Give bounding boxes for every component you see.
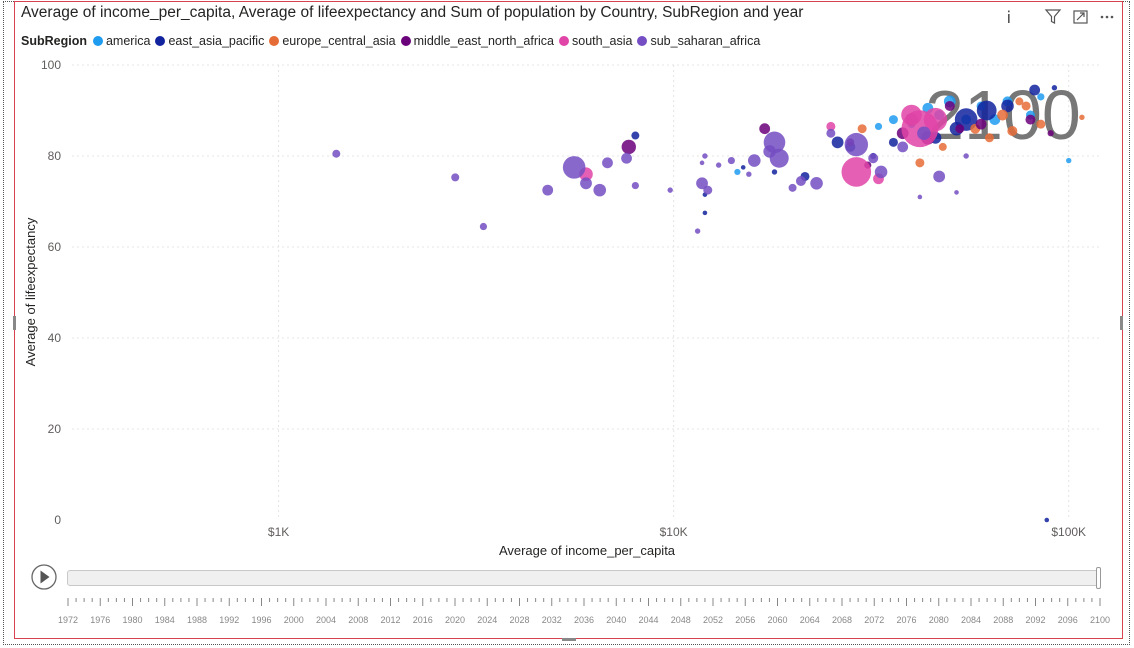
play-axis-year-label: 2080: [929, 615, 949, 625]
play-axis-year-label: 2096: [1058, 615, 1078, 625]
legend-item-america[interactable]: america: [92, 34, 151, 48]
play-axis-year-label: 2016: [413, 615, 433, 625]
play-axis-year-label: 1972: [58, 615, 78, 625]
play-axis-year-label: 2052: [703, 615, 723, 625]
play-axis-year-label: 2088: [993, 615, 1013, 625]
play-axis-year-label: 2056: [735, 615, 755, 625]
legend-label: sub_saharan_africa: [650, 34, 761, 48]
play-axis-track[interactable]: [67, 570, 1100, 586]
play-axis-year-label: 2048: [671, 615, 691, 625]
filter-icon[interactable]: [1044, 9, 1062, 24]
play-axis-year-label: 2084: [961, 615, 981, 625]
legend-title: SubRegion: [21, 34, 87, 48]
legend-label: east_asia_pacific: [168, 34, 265, 48]
play-axis-scale: 1972 1976 1980 1984 1988 1992 1996 2000 2004 2008…: [58, 598, 1110, 625]
legend-dot-icon: [155, 36, 166, 46]
play-button[interactable]: [30, 563, 58, 591]
legend-dot-icon: [559, 36, 569, 46]
legend-label: america: [105, 34, 151, 48]
play-axis-year-label: 2004: [316, 615, 336, 625]
resize-handle-bottom[interactable]: [562, 638, 576, 641]
play-axis-year-label: 1984: [155, 615, 175, 625]
legend: SubRegion america east_asia_pacific euro…: [21, 34, 765, 48]
play-axis-year-label: 2024: [477, 615, 497, 625]
play-axis-year-label: 2100: [1090, 615, 1110, 625]
play-axis-year-label: 2068: [832, 615, 852, 625]
play-axis-year-label: 2032: [542, 615, 562, 625]
play-axis-year-label: 2036: [574, 615, 594, 625]
play-axis-year-label: 2000: [284, 615, 304, 625]
legend-label: europe_central_asia: [282, 34, 396, 48]
resize-handle-left[interactable]: [13, 316, 16, 330]
legend-item-sub-saharan-africa[interactable]: sub_saharan_africa: [637, 34, 760, 48]
legend-item-south-asia[interactable]: south_asia: [559, 34, 632, 48]
play-axis-year-label: 2076: [896, 615, 916, 625]
legend-item-middle-east-north-africa[interactable]: middle_east_north_africa: [400, 34, 554, 48]
more-options-icon[interactable]: [1100, 15, 1114, 19]
play-axis-year-label: 2008: [348, 615, 368, 625]
legend-label: middle_east_north_africa: [413, 34, 554, 48]
play-axis-year-label: 2020: [445, 615, 465, 625]
legend-item-europe-central-asia[interactable]: europe_central_asia: [269, 34, 396, 48]
play-axis-year-label: 1992: [219, 615, 239, 625]
legend-label: south_asia: [572, 34, 633, 48]
focus-mode-icon[interactable]: [1073, 10, 1088, 24]
legend-dot-icon: [269, 36, 280, 46]
legend-dot-icon: [637, 36, 648, 46]
play-axis-year-label: 2092: [1025, 615, 1045, 625]
play-axis-year-label: 2012: [380, 615, 400, 625]
play-axis-year-label: 2040: [606, 615, 626, 625]
info-icon[interactable]: [1008, 10, 1010, 24]
play-axis-year-label: 2072: [864, 615, 884, 625]
legend-item-east-asia-pacific[interactable]: east_asia_pacific: [155, 34, 264, 48]
play-axis-year-label: 2044: [638, 615, 658, 625]
scatter-visual[interactable]: [14, 1, 1123, 639]
play-axis-slider-handle[interactable]: [1096, 567, 1101, 589]
play-axis-year-label: 1976: [90, 615, 110, 625]
play-axis-year-label: 1996: [251, 615, 271, 625]
play-axis-year-label: 1980: [122, 615, 142, 625]
play-icon: [40, 570, 50, 584]
play-axis-year-label: 2028: [509, 615, 529, 625]
play-axis-year-label: 1988: [187, 615, 207, 625]
play-axis-year-label: 2064: [800, 615, 820, 625]
legend-dot-icon: [92, 36, 103, 46]
chart-title: Average of income_per_capita, Average of…: [21, 4, 804, 21]
resize-handle-right[interactable]: [1120, 316, 1123, 330]
header-icon-bar: [1008, 9, 1114, 24]
legend-dot-icon: [400, 36, 411, 46]
play-axis-year-label: 2060: [767, 615, 787, 625]
